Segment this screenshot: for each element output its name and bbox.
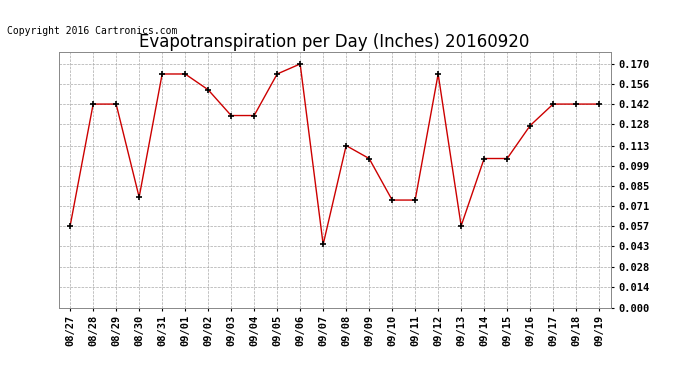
- Title: Evapotranspiration per Day (Inches) 20160920: Evapotranspiration per Day (Inches) 2016…: [139, 33, 530, 51]
- Text: Copyright 2016 Cartronics.com: Copyright 2016 Cartronics.com: [7, 26, 177, 36]
- Text: ET  (Inches): ET (Inches): [529, 31, 610, 40]
